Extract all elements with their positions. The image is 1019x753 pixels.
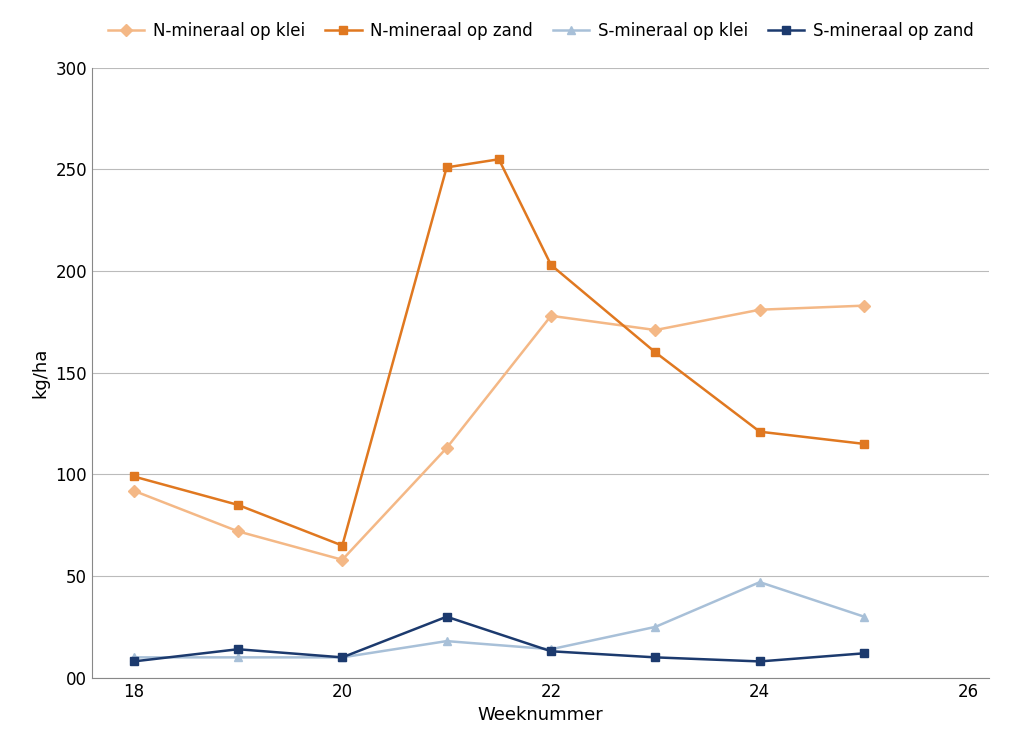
N-mineraal op zand [753,427,765,436]
S-mineraal op zand [336,653,348,662]
X-axis label: Weeknummer: Weeknummer [477,706,603,724]
S-mineraal op zand [440,612,452,621]
N-mineraal op klei [544,311,556,320]
N-mineraal op zand [127,472,140,481]
S-mineraal op zand [857,649,869,658]
N-mineraal op zand [231,501,244,510]
N-mineraal op zand [649,348,661,357]
Line: S-mineraal op klei: S-mineraal op klei [129,578,867,662]
N-mineraal op zand [544,261,556,270]
S-mineraal op klei [544,645,556,654]
S-mineraal op zand [753,657,765,666]
S-mineraal op klei [440,636,452,645]
N-mineraal op klei [440,444,452,453]
Line: S-mineraal op zand: S-mineraal op zand [129,612,867,666]
S-mineraal op klei [231,653,244,662]
N-mineraal op klei [336,555,348,564]
Line: N-mineraal op klei: N-mineraal op klei [129,301,867,564]
Line: N-mineraal op zand: N-mineraal op zand [129,155,867,550]
Y-axis label: kg/ha: kg/ha [32,348,50,398]
S-mineraal op klei [127,653,140,662]
N-mineraal op klei [649,325,661,334]
S-mineraal op klei [649,622,661,631]
S-mineraal op klei [753,578,765,587]
N-mineraal op klei [753,305,765,314]
S-mineraal op zand [127,657,140,666]
S-mineraal op klei [857,612,869,621]
S-mineraal op zand [231,645,244,654]
N-mineraal op klei [857,301,869,310]
N-mineraal op zand [857,440,869,449]
N-mineraal op klei [127,486,140,495]
S-mineraal op zand [544,647,556,656]
N-mineraal op zand [336,541,348,550]
S-mineraal op klei [336,653,348,662]
Legend: N-mineraal op klei, N-mineraal op zand, S-mineraal op klei, S-mineraal op zand: N-mineraal op klei, N-mineraal op zand, … [101,15,979,47]
N-mineraal op zand [440,163,452,172]
N-mineraal op zand [492,155,504,164]
S-mineraal op zand [649,653,661,662]
N-mineraal op klei [231,527,244,536]
